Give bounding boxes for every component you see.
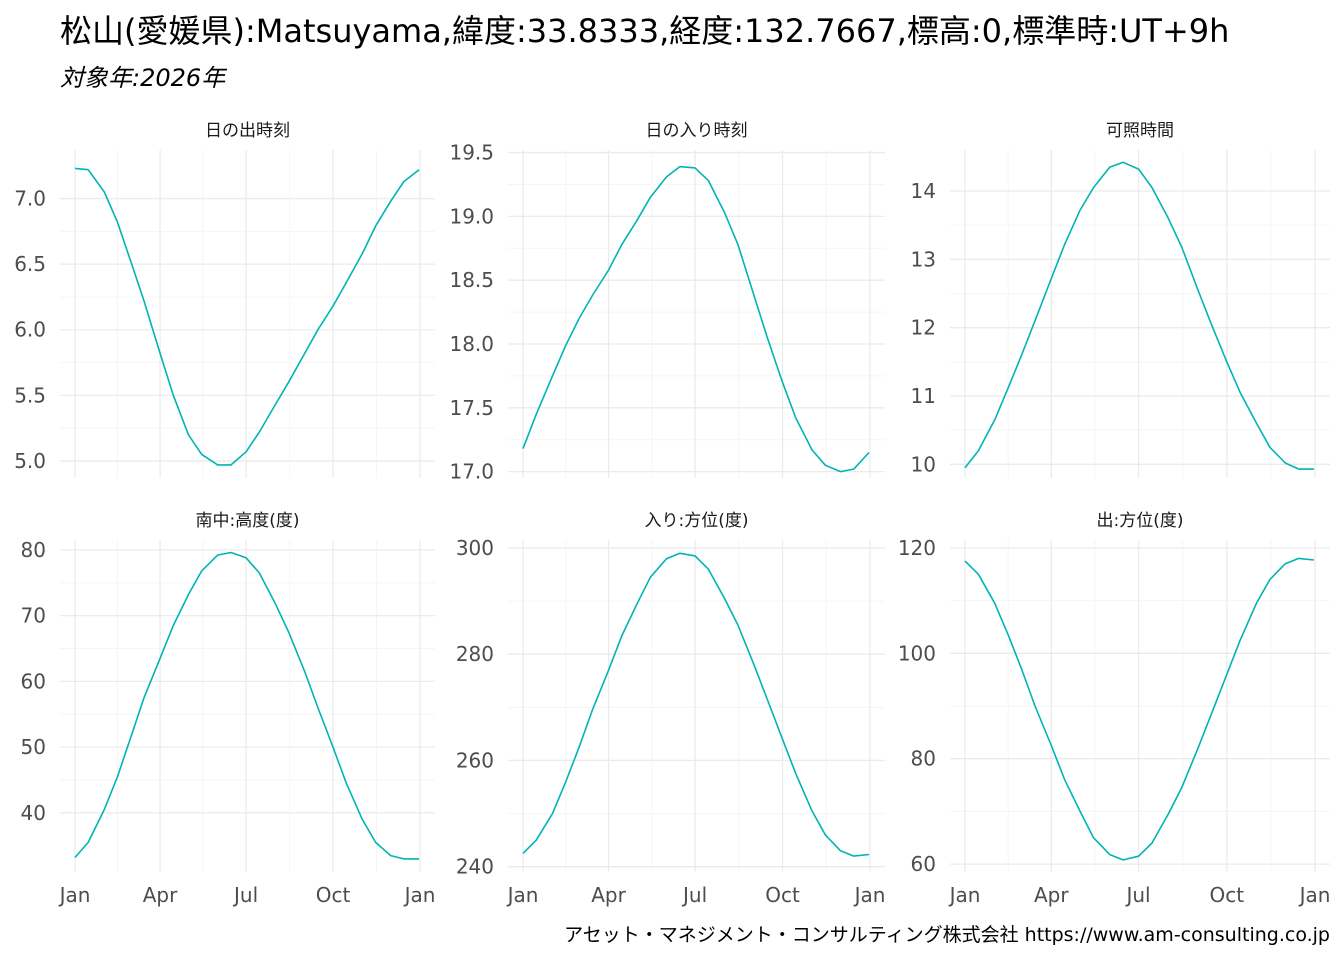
y-tick-label: 12 bbox=[911, 316, 936, 340]
y-tick-label: 280 bbox=[456, 642, 494, 666]
chart-subtitle: 対象年:2026年 bbox=[60, 64, 226, 92]
y-tick-label: 40 bbox=[21, 801, 46, 825]
source-caption: アセット・マネジメント・コンサルティング株式会社 https://www.am-… bbox=[564, 924, 1330, 946]
y-tick-label: 18.5 bbox=[449, 268, 494, 292]
x-tick-label: Jul bbox=[232, 883, 258, 907]
panel-1-title: 日の出時刻 bbox=[205, 121, 290, 141]
panel-2-title: 日の入り時刻 bbox=[646, 121, 748, 141]
y-tick-label: 19.0 bbox=[449, 204, 494, 228]
y-tick-label: 19.5 bbox=[449, 141, 494, 165]
x-tick-label: Apr bbox=[591, 883, 626, 907]
y-tick-label: 17.0 bbox=[449, 460, 494, 484]
y-tick-label: 300 bbox=[456, 536, 494, 560]
panel-4-title: 南中:高度(度) bbox=[196, 511, 300, 531]
y-tick-label: 17.5 bbox=[449, 396, 494, 420]
x-tick-label: Apr bbox=[143, 883, 178, 907]
y-tick-label: 240 bbox=[456, 855, 494, 879]
y-tick-label: 11 bbox=[911, 384, 936, 408]
y-tick-label: 14 bbox=[911, 179, 936, 203]
y-tick-label: 6.0 bbox=[14, 318, 46, 342]
y-tick-label: 50 bbox=[21, 735, 46, 759]
x-tick-label: Jul bbox=[1124, 883, 1150, 907]
x-tick-label: Jan bbox=[506, 883, 539, 907]
y-tick-label: 80 bbox=[911, 747, 936, 771]
chart-title: 松山(愛媛県):Matsuyama,緯度:33.8333,経度:132.7667… bbox=[60, 12, 1230, 50]
y-tick-label: 5.5 bbox=[14, 383, 46, 407]
y-tick-label: 13 bbox=[911, 247, 936, 271]
y-tick-label: 120 bbox=[898, 536, 936, 560]
x-tick-label: Jan bbox=[948, 883, 981, 907]
y-tick-label: 6.5 bbox=[14, 252, 46, 276]
x-tick-label: Jan bbox=[1298, 883, 1331, 907]
y-tick-label: 5.0 bbox=[14, 449, 46, 473]
y-tick-label: 7.0 bbox=[14, 187, 46, 211]
x-tick-label: Jan bbox=[853, 883, 886, 907]
panel-1-series-line bbox=[74, 167, 420, 466]
panel-6-series-line bbox=[964, 557, 1315, 861]
panel-3-title: 可照時間 bbox=[1106, 121, 1174, 141]
y-tick-label: 10 bbox=[911, 452, 936, 476]
x-tick-label: Oct bbox=[316, 883, 351, 907]
x-tick-label: Jan bbox=[403, 883, 436, 907]
panel-4-series-line bbox=[74, 551, 420, 860]
y-tick-label: 18.0 bbox=[449, 332, 494, 356]
y-tick-label: 260 bbox=[456, 748, 494, 772]
y-tick-label: 80 bbox=[21, 538, 46, 562]
panel-2-series-line bbox=[522, 165, 870, 473]
x-tick-label: Oct bbox=[765, 883, 800, 907]
y-tick-label: 60 bbox=[911, 852, 936, 876]
panel-5-series-line bbox=[522, 552, 870, 857]
y-tick-label: 70 bbox=[21, 604, 46, 628]
panel-3-series-line bbox=[964, 161, 1314, 470]
x-tick-label: Apr bbox=[1034, 883, 1069, 907]
x-tick-label: Jan bbox=[58, 883, 91, 907]
x-tick-label: Oct bbox=[1209, 883, 1244, 907]
y-tick-label: 100 bbox=[898, 641, 936, 665]
panel-5-title: 入り:方位(度) bbox=[645, 511, 749, 531]
x-tick-label: Jul bbox=[681, 883, 707, 907]
panel-6-title: 出:方位(度) bbox=[1097, 511, 1184, 531]
y-tick-label: 60 bbox=[21, 669, 46, 693]
